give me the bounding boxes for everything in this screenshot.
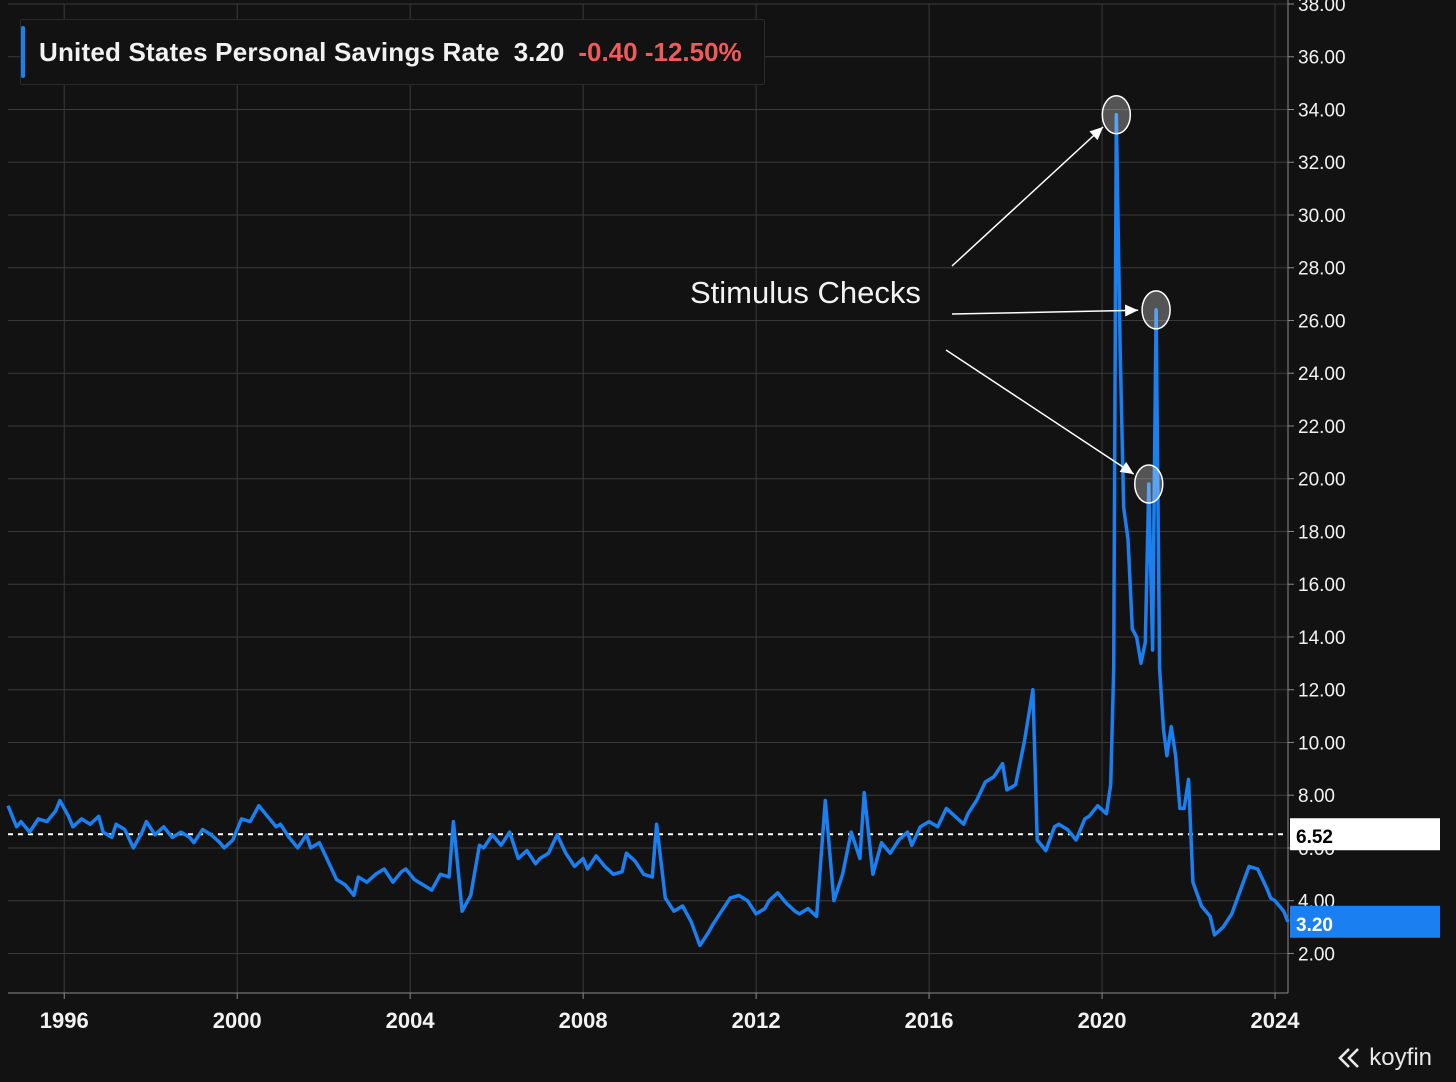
reference-value-label: 6.52 — [1296, 827, 1333, 848]
y-tick-label: 10.00 — [1298, 733, 1346, 754]
change-pct: -12.50% — [644, 36, 742, 67]
highlight-circle — [1134, 464, 1164, 504]
annotation-arrowhead — [1119, 461, 1134, 475]
reference-value-tag — [1290, 818, 1440, 851]
koyfin-logo[interactable]: koyfin — [1337, 1044, 1432, 1072]
y-tick-label: 34.00 — [1298, 100, 1346, 121]
y-tick-label: 38.00 — [1298, 0, 1346, 16]
x-tick-label: 2008 — [559, 1008, 608, 1033]
x-tick-label: 1996 — [40, 1008, 89, 1033]
highlight-circle — [1141, 290, 1171, 330]
last-value-tag — [1290, 905, 1440, 938]
last-value-label: 3.20 — [1296, 915, 1333, 936]
x-tick-label: 2000 — [213, 1008, 262, 1033]
y-tick-label: 30.00 — [1298, 206, 1346, 227]
y-tick-label: 16.00 — [1298, 575, 1346, 596]
x-tick-label: 2024 — [1251, 1008, 1301, 1033]
x-tick-label: 2012 — [732, 1008, 781, 1033]
series-title: United States Personal Savings Rate — [39, 36, 500, 67]
y-tick-label: 26.00 — [1298, 311, 1346, 332]
savings-rate-line[interactable] — [6, 113, 1290, 948]
current-value: 3.20 — [513, 36, 565, 67]
x-tick-label: 2004 — [386, 1008, 436, 1033]
koyfin-chevron-icon — [1338, 1048, 1360, 1068]
series-group[interactable] — [6, 113, 1290, 948]
annotation-arrowhead — [1089, 126, 1104, 141]
chart-header[interactable]: United States Personal Savings Rate 3.20… — [20, 19, 765, 85]
change-abs: -0.40 — [578, 36, 638, 67]
y-tick-label: 14.00 — [1298, 628, 1346, 649]
annotation-arrow-line — [951, 126, 1104, 267]
annotation-group: Stimulus Checks — [690, 95, 1171, 504]
annotation-arrow-line — [951, 309, 1139, 315]
annotation-text: Stimulus Checks — [690, 275, 921, 310]
y-tick-label: 2.00 — [1298, 944, 1335, 965]
annotation-arrow-line — [945, 349, 1135, 475]
series-color-accent — [21, 26, 25, 78]
price-tags: 6.52 3.20 — [1290, 818, 1440, 938]
y-tick-label: 8.00 — [1298, 786, 1335, 807]
y-tick-label: 18.00 — [1298, 522, 1346, 543]
y-tick-label: 22.00 — [1298, 417, 1346, 438]
y-tick-label: 32.00 — [1298, 153, 1346, 174]
y-tick-label: 36.00 — [1298, 48, 1346, 69]
y-tick-label: 20.00 — [1298, 470, 1346, 491]
annotation-arrowhead — [1124, 304, 1139, 317]
highlight-circle — [1101, 95, 1132, 135]
logo-text: koyfin — [1369, 1044, 1432, 1071]
axes: 2.004.006.008.0010.0012.0014.0016.0018.0… — [8, 0, 1346, 1033]
x-tick-label: 2020 — [1078, 1008, 1127, 1033]
y-tick-label: 12.00 — [1298, 681, 1346, 702]
y-tick-label: 24.00 — [1298, 364, 1346, 385]
y-tick-label: 28.00 — [1298, 259, 1346, 280]
x-tick-label: 2016 — [905, 1008, 954, 1033]
change-value: -0.40 -12.50% — [578, 37, 741, 68]
grid — [8, 3, 1288, 993]
